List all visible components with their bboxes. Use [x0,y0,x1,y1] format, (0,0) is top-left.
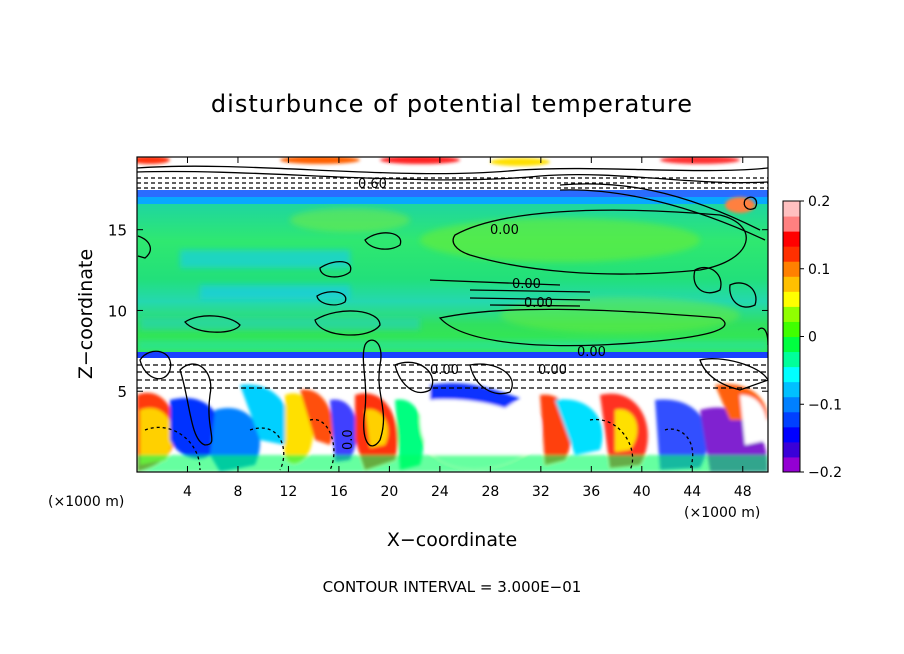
heatmap-field [137,157,768,472]
x-tick-label: 48 [734,484,752,500]
colorbar-tick-label: 0 [808,330,817,346]
colorbar-swatch [783,426,800,443]
colorbar-tick-label: −0.2 [808,465,842,481]
x-tick-label: 4 [183,484,192,500]
colorbar-swatch [783,456,800,473]
y-tick-label: 10 [108,302,127,320]
y-axis: 5 10 15 [108,222,768,401]
colorbar-tick-label: 0.2 [808,194,830,210]
contour-label: 0.60 [358,177,387,192]
y-tick-label: 15 [108,222,127,240]
x-tick-label: 24 [431,484,449,500]
colorbar-swatch [783,351,800,368]
x-unit-left: (×1000 m) [48,494,124,510]
contour-label: 0.00 [430,363,459,378]
colorbar-swatch [783,336,800,353]
contour-label: 0.00 [577,345,606,360]
contour-label: 0.00 [512,277,541,292]
colorbar-swatch [783,261,800,277]
contour-interval-footer: CONTOUR INTERVAL = 3.000E−01 [323,578,582,596]
chart-title: disturbunce of potential temperature [211,90,693,118]
colorbar-swatch [783,306,800,322]
x-tick-label: 36 [582,484,600,500]
contour-lines [137,165,768,471]
contour-label: 0.00 [490,223,519,238]
x-tick-label: 20 [380,484,398,500]
x-tick-label: 40 [633,484,651,500]
colorbar-swatch [783,441,800,458]
contour-label-group: 0.60 0.00 0.00 0.00 0.00 0.00 0.00 0.0 [341,177,606,450]
colorbar: 0.2 0.1 0 −0.1 −0.2 [782,194,842,481]
y-tick-label: 5 [117,383,127,401]
colorbar-swatch [783,381,800,398]
y-axis-label: Z−coordinate [75,249,97,379]
colorbar-tick-label: −0.1 [808,397,842,413]
x-tick-label: 28 [481,484,499,500]
colorbar-swatch [783,201,800,217]
x-unit-right: (×1000 m) [684,505,760,521]
colorbar-swatch [783,366,800,383]
colorbar-swatch [783,411,800,428]
x-axis: 4 8 12 16 20 24 28 32 36 40 44 48 [183,157,752,500]
x-tick-label: 12 [280,484,298,500]
colorbar-swatch [783,216,800,232]
contour-label: 0.0 [341,429,356,450]
x-tick-label: 32 [532,484,550,500]
colorbar-swatch [783,231,800,247]
colorbar-swatch [783,276,800,292]
contour-label: 0.00 [538,363,567,378]
x-tick-label: 8 [233,484,242,500]
colorbar-swatch [783,321,800,337]
colorbar-swatch [783,291,800,307]
plot-frame [136,156,769,473]
colorbar-swatch [783,246,800,262]
contour-label: 0.00 [524,296,553,311]
colorbar-swatch [783,396,800,413]
x-axis-label: X−coordinate [387,529,517,551]
x-tick-label: 44 [683,484,701,500]
x-tick-label: 16 [330,484,348,500]
colorbar-tick-label: 0.1 [808,262,830,278]
